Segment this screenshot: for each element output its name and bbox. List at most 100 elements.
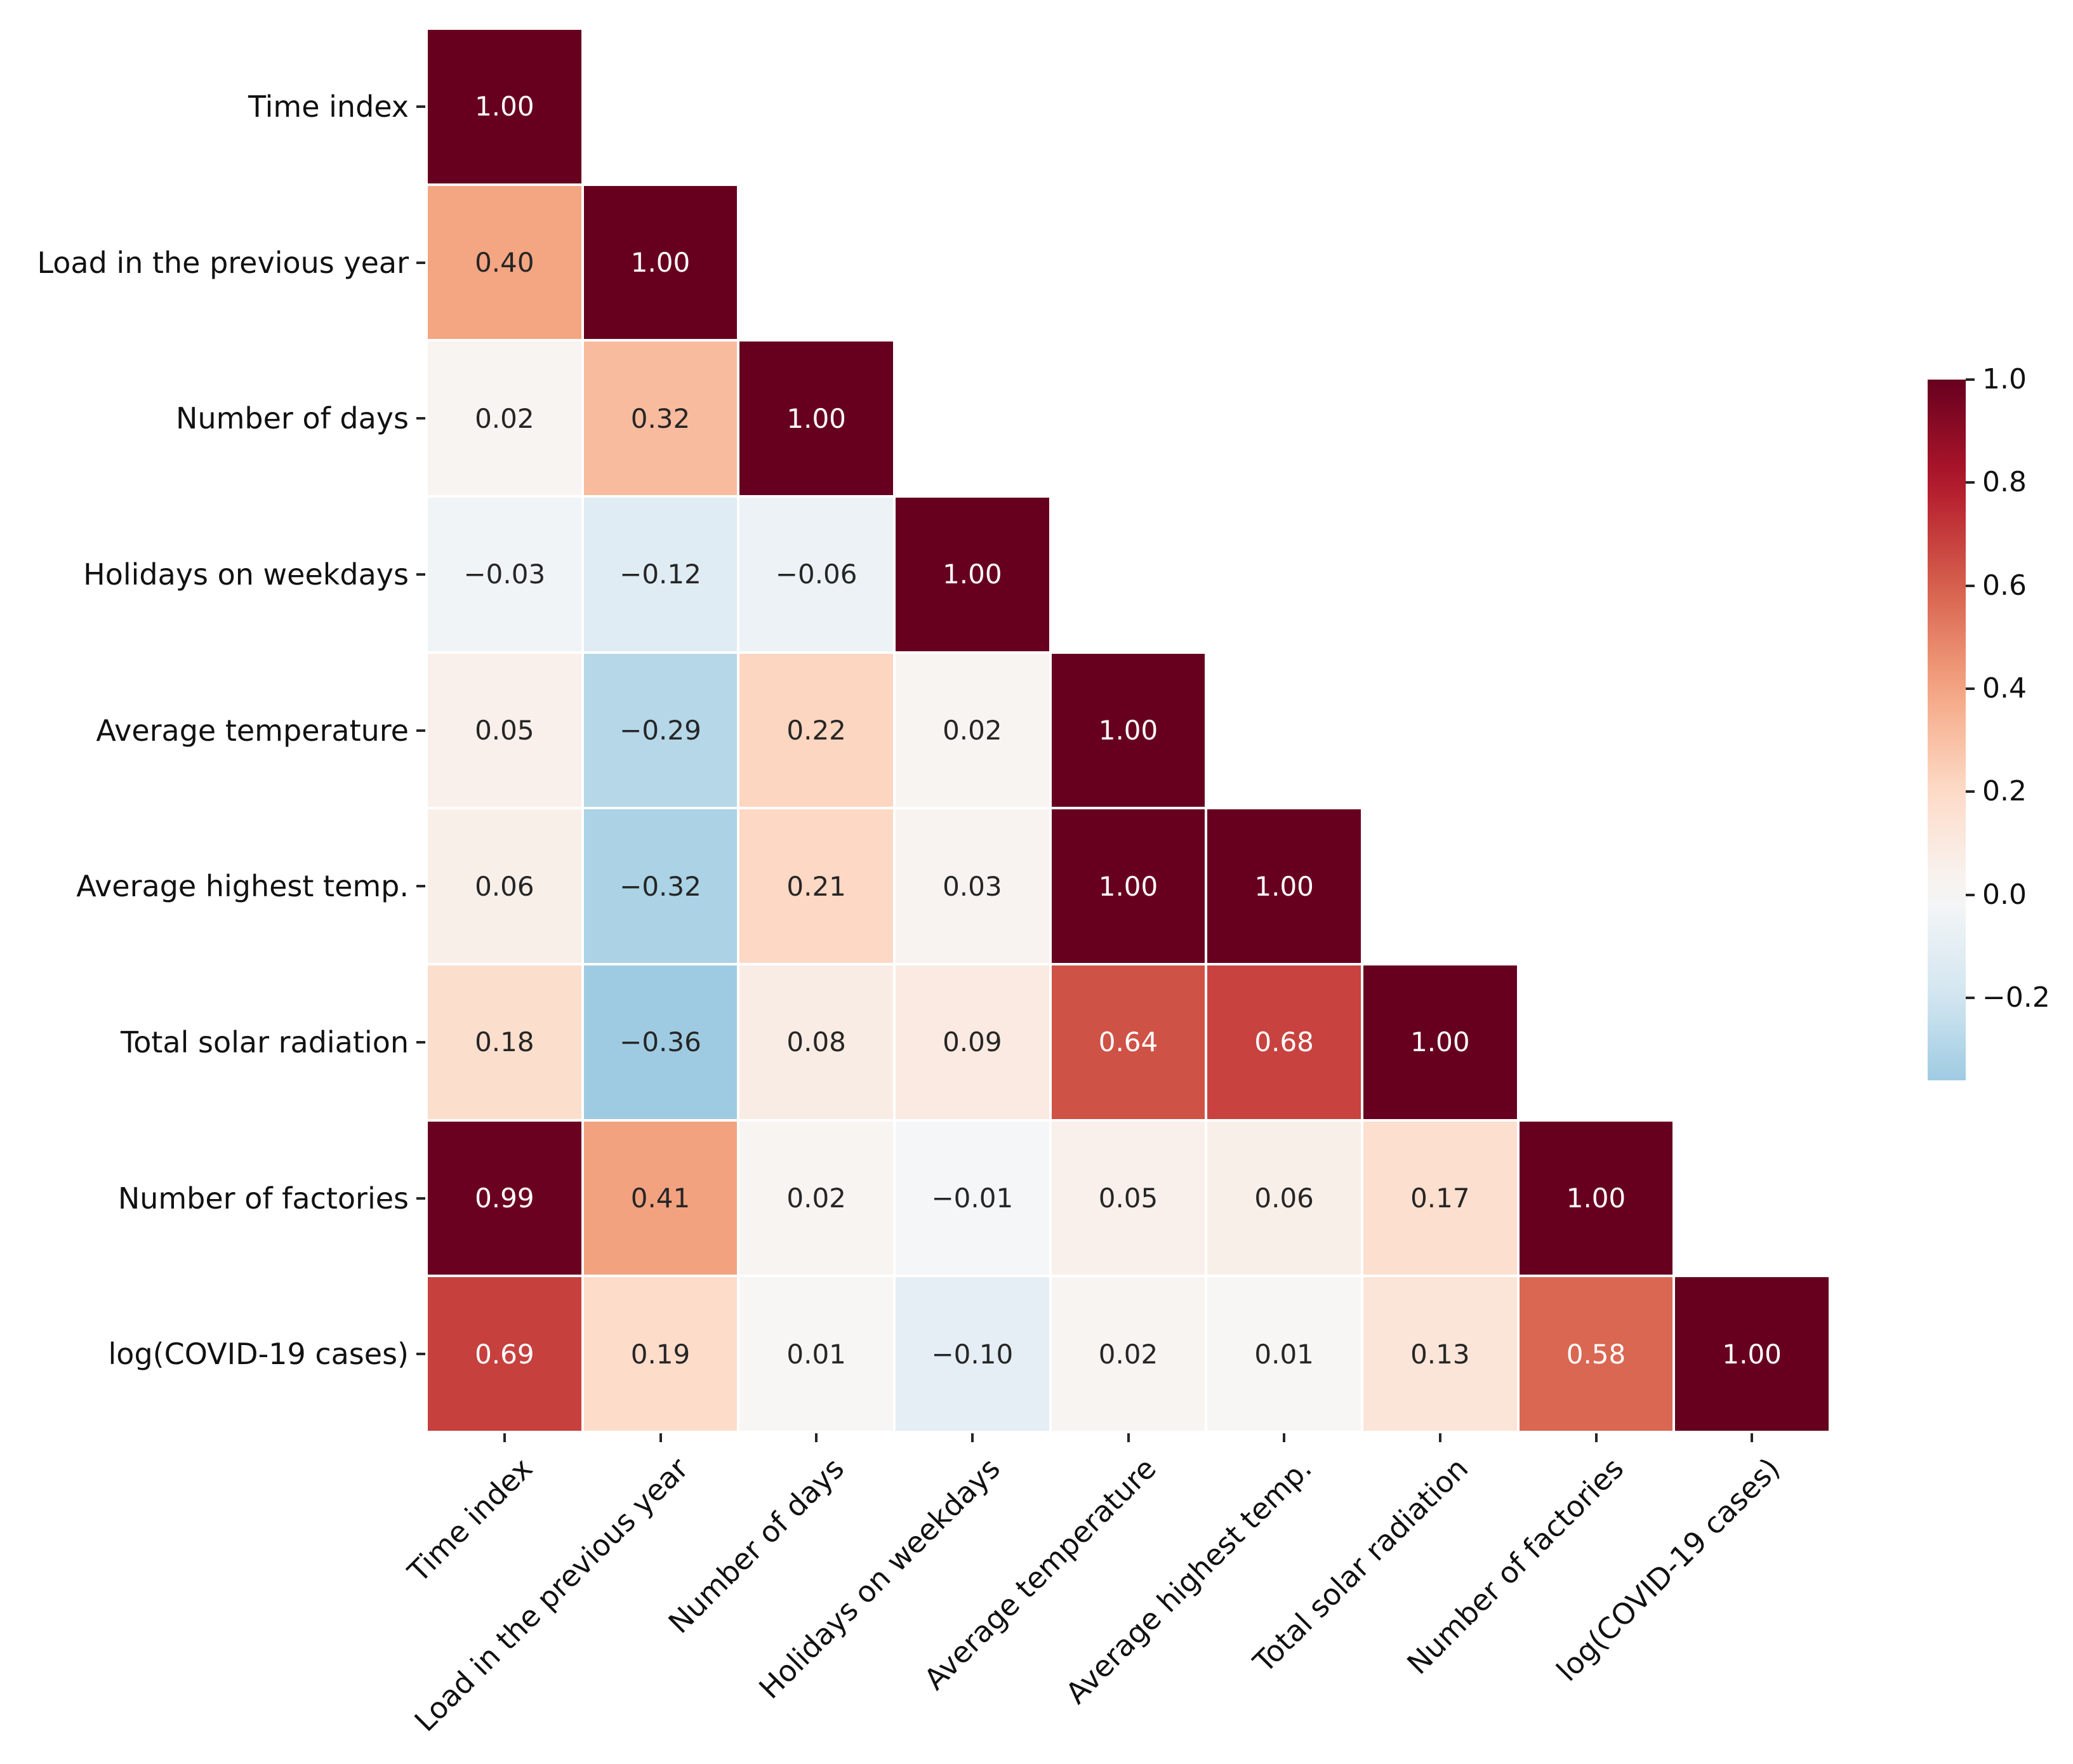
cell-value: 0.02	[1098, 1338, 1158, 1370]
x-tick-mark	[503, 1433, 506, 1442]
heatmap-cell: −0.12	[582, 496, 739, 653]
heatmap-cell: −0.36	[582, 964, 739, 1120]
cell-value: 0.68	[1254, 1026, 1314, 1058]
cell-value: 0.05	[475, 714, 534, 746]
y-tick-label: Holidays on weekdays	[83, 557, 409, 592]
cell-value: 1.00	[1098, 714, 1158, 746]
y-tick-mark	[416, 885, 425, 888]
x-tick-mark	[1283, 1433, 1286, 1442]
cell-value: 1.00	[1098, 870, 1158, 902]
y-tick-mark	[416, 261, 425, 264]
heatmap-cell: 0.08	[738, 964, 894, 1120]
x-tick-mark	[659, 1433, 662, 1442]
cell-value: 0.18	[475, 1026, 534, 1058]
cell-value: −0.32	[619, 870, 701, 902]
colorbar-tick-mark	[1966, 584, 1975, 587]
heatmap-cell: 1.00	[427, 29, 583, 185]
cell-value: −0.36	[619, 1026, 701, 1058]
cell-value: 0.40	[475, 246, 534, 278]
x-tick-label: Average highest temp.	[1059, 1451, 1319, 1711]
y-tick-label: Number of factories	[117, 1181, 409, 1216]
cell-value: 0.09	[943, 1026, 1002, 1058]
heatmap-cell: 0.41	[582, 1120, 739, 1277]
y-tick-mark	[416, 105, 425, 108]
colorbar-tick-label: 0.0	[1982, 878, 2027, 911]
cell-value: −0.06	[775, 559, 858, 590]
y-tick-mark	[416, 1353, 425, 1356]
x-tick-label: Time index	[401, 1451, 540, 1589]
x-tick-label: Load in the previous year	[407, 1451, 695, 1739]
cell-value: −0.03	[463, 559, 546, 590]
cell-value: 0.32	[630, 402, 691, 434]
x-tick-mark	[1594, 1433, 1598, 1442]
cell-value: 0.08	[786, 1026, 846, 1058]
y-tick-label: Number of days	[176, 401, 409, 436]
cell-value: 0.13	[1410, 1338, 1470, 1370]
heatmap-cell: 0.99	[427, 1120, 583, 1277]
cell-value: 0.58	[1566, 1338, 1626, 1370]
cell-value: 1.00	[1566, 1182, 1626, 1214]
y-tick-mark	[416, 573, 425, 576]
colorbar-tick-mark	[1966, 790, 1975, 793]
heatmap-cell: 1.00	[738, 340, 894, 496]
heatmap-cell: 0.32	[582, 340, 739, 496]
heatmap-cell: 1.00	[894, 496, 1050, 653]
colorbar	[1928, 380, 1966, 1080]
heatmap-cell: 0.69	[427, 1276, 583, 1432]
cell-value: −0.10	[931, 1338, 1014, 1370]
cell-value: 0.17	[1410, 1182, 1470, 1214]
cell-value: −0.29	[619, 714, 701, 746]
x-tick-mark	[1438, 1433, 1441, 1442]
heatmap-cell: 0.06	[1206, 1120, 1362, 1277]
cell-value: 0.05	[1098, 1182, 1158, 1214]
heatmap-cell: 0.02	[894, 652, 1050, 809]
cell-value: 0.02	[943, 714, 1002, 746]
cell-value: 0.02	[475, 402, 534, 434]
heatmap-cell: 0.17	[1362, 1120, 1518, 1277]
heatmap-cell: −0.03	[427, 496, 583, 653]
heatmap-cell: 0.05	[427, 652, 583, 809]
cell-value: 0.01	[786, 1338, 846, 1370]
heatmap-cell: −0.32	[582, 808, 739, 964]
cell-value: 1.00	[943, 559, 1002, 590]
heatmap-cell: 0.64	[1050, 964, 1207, 1120]
heatmap-cell: 0.01	[1206, 1276, 1362, 1432]
x-tick-mark	[970, 1433, 974, 1442]
cell-value: 0.69	[475, 1338, 534, 1370]
y-tick-label: Load in the previous year	[37, 245, 409, 280]
cell-value: 1.00	[475, 91, 534, 123]
cell-value: −0.12	[619, 559, 701, 590]
heatmap-cell: 0.01	[738, 1276, 894, 1432]
colorbar-gradient	[1928, 380, 1966, 1080]
heatmap-cell: 0.02	[738, 1120, 894, 1277]
heatmap-cell: 1.00	[1050, 652, 1207, 809]
colorbar-tick-mark	[1966, 893, 1975, 896]
heatmap-cell: 0.58	[1518, 1276, 1674, 1432]
cell-value: 0.99	[475, 1182, 534, 1214]
x-tick-mark	[1127, 1433, 1130, 1442]
heatmap-cell: 1.00	[1050, 808, 1207, 964]
colorbar-tick-label: 0.6	[1982, 569, 2027, 602]
colorbar-tick-mark	[1966, 481, 1975, 484]
heatmap-cell: 1.00	[1518, 1120, 1674, 1277]
y-tick-mark	[416, 1197, 425, 1200]
y-tick-label: Average temperature	[96, 713, 409, 748]
heatmap-cell: 0.02	[427, 340, 583, 496]
cell-value: 0.19	[630, 1338, 691, 1370]
cell-value: 1.00	[786, 402, 846, 434]
colorbar-tick-mark	[1966, 687, 1975, 691]
cell-value: 0.06	[1254, 1182, 1314, 1214]
colorbar-tick-label: 0.4	[1982, 672, 2027, 705]
heatmap-cell: −0.10	[894, 1276, 1050, 1432]
colorbar-tick-label: 1.0	[1982, 363, 2027, 395]
heatmap-cell: 1.00	[1674, 1276, 1830, 1432]
colorbar-tick-label: 0.2	[1982, 775, 2027, 808]
x-tick-mark	[1751, 1433, 1754, 1442]
cell-value: −0.01	[931, 1182, 1014, 1214]
heatmap-cell: −0.06	[738, 496, 894, 653]
cell-value: 0.01	[1254, 1338, 1314, 1370]
y-tick-label: Average highest temp.	[76, 869, 409, 904]
cell-value: 0.21	[786, 870, 846, 902]
colorbar-tick-mark	[1966, 378, 1975, 381]
